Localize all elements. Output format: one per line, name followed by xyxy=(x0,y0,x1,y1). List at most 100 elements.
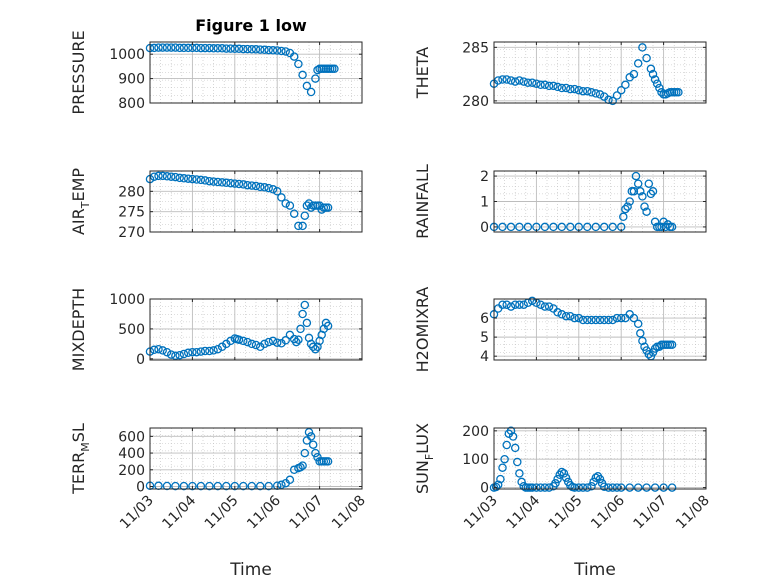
data-point xyxy=(292,337,301,347)
data-point xyxy=(493,76,503,85)
data-point xyxy=(544,81,554,91)
data-point xyxy=(272,46,282,55)
data-point xyxy=(608,96,617,106)
data-point xyxy=(313,65,322,75)
subplot-h2omixra: 4 5 6 H2OMIXRA xyxy=(413,287,707,372)
data-point xyxy=(629,69,639,79)
data-point xyxy=(308,342,318,352)
data-point xyxy=(517,477,526,487)
data-point xyxy=(591,222,601,232)
data-point xyxy=(646,189,656,199)
data-point xyxy=(302,201,312,210)
data-point xyxy=(166,43,176,52)
data-point xyxy=(578,315,588,325)
data-point xyxy=(570,84,579,94)
x-tick-label: 11/07 xyxy=(631,493,671,533)
data-point xyxy=(149,43,159,53)
data-point xyxy=(652,79,662,88)
data-point xyxy=(612,313,622,323)
figure-title: Figure 1 low xyxy=(195,16,307,35)
x-tick-label: 11/05 xyxy=(202,493,242,533)
data-point xyxy=(162,481,172,491)
data-point xyxy=(578,86,588,96)
data-point xyxy=(616,85,626,95)
data-point xyxy=(304,427,314,437)
data-point xyxy=(302,81,312,91)
data-point xyxy=(616,483,626,492)
data-point xyxy=(638,192,647,201)
data-point xyxy=(650,483,660,492)
data-point xyxy=(551,479,560,488)
data-point xyxy=(209,346,218,355)
data-point xyxy=(158,171,167,181)
y-tick-label: 270 xyxy=(118,225,145,241)
data-point xyxy=(544,483,554,492)
data-point xyxy=(260,45,269,55)
x-tick-label: 11/08 xyxy=(329,493,369,533)
data-point xyxy=(659,483,668,492)
data-point xyxy=(166,172,176,181)
data-point xyxy=(205,481,214,491)
data-point xyxy=(154,344,163,354)
data-point xyxy=(523,222,533,232)
data-point xyxy=(230,44,240,54)
data-point xyxy=(196,43,206,53)
axes-box xyxy=(149,41,363,104)
data-point xyxy=(192,43,201,53)
data-point xyxy=(298,70,307,80)
data-point xyxy=(513,457,522,467)
data-point xyxy=(289,52,299,61)
data-point xyxy=(323,457,333,466)
data-point xyxy=(570,313,579,323)
data-point xyxy=(166,350,176,359)
y-tick-label: 800 xyxy=(118,96,145,112)
data-point xyxy=(213,344,223,354)
data-point xyxy=(595,315,605,325)
data-point xyxy=(188,174,197,184)
data-point xyxy=(175,173,184,183)
x-tick-label: 11/03 xyxy=(461,493,501,533)
data-point xyxy=(629,187,639,196)
data-point xyxy=(502,440,511,450)
y-tick-label: 400 xyxy=(118,446,145,462)
data-point xyxy=(583,222,592,232)
data-point xyxy=(196,175,206,185)
data-point xyxy=(532,483,541,492)
data-point xyxy=(623,202,632,211)
data-point xyxy=(657,88,666,97)
y-axis-label: THETA xyxy=(413,47,432,99)
x-tick-label: 11/08 xyxy=(673,493,713,533)
data-point xyxy=(604,483,613,492)
data-point xyxy=(629,313,639,323)
y-axis-label: PRESSURE xyxy=(69,30,88,114)
x-tick-label: 11/06 xyxy=(588,492,628,532)
data-point xyxy=(277,193,286,202)
y-tick-label: 0 xyxy=(136,352,145,368)
data-point xyxy=(587,315,596,325)
data-point xyxy=(625,197,634,206)
data-point xyxy=(226,178,235,188)
data-point xyxy=(281,199,290,208)
data-point xyxy=(619,212,628,222)
data-point xyxy=(625,483,634,492)
data-point xyxy=(502,300,511,309)
data-point xyxy=(196,481,206,491)
subplot-mixdepth: 0 500 1000 MIXDEPTH xyxy=(69,288,363,371)
x-tick-label: 11/05 xyxy=(546,493,586,533)
data-point xyxy=(226,44,235,53)
data-point xyxy=(239,336,248,346)
data-point xyxy=(200,176,210,185)
data-point xyxy=(260,183,269,192)
data-point xyxy=(222,178,231,188)
data-point xyxy=(561,473,571,482)
data-point xyxy=(561,83,571,93)
data-point xyxy=(171,43,180,52)
data-point xyxy=(330,64,339,74)
data-point xyxy=(515,76,524,85)
data-point xyxy=(644,350,654,359)
data-point xyxy=(506,76,516,85)
data-point xyxy=(264,45,273,55)
data-point xyxy=(659,217,668,227)
y-tick-label: 6 xyxy=(480,311,489,327)
data-point xyxy=(308,440,318,449)
